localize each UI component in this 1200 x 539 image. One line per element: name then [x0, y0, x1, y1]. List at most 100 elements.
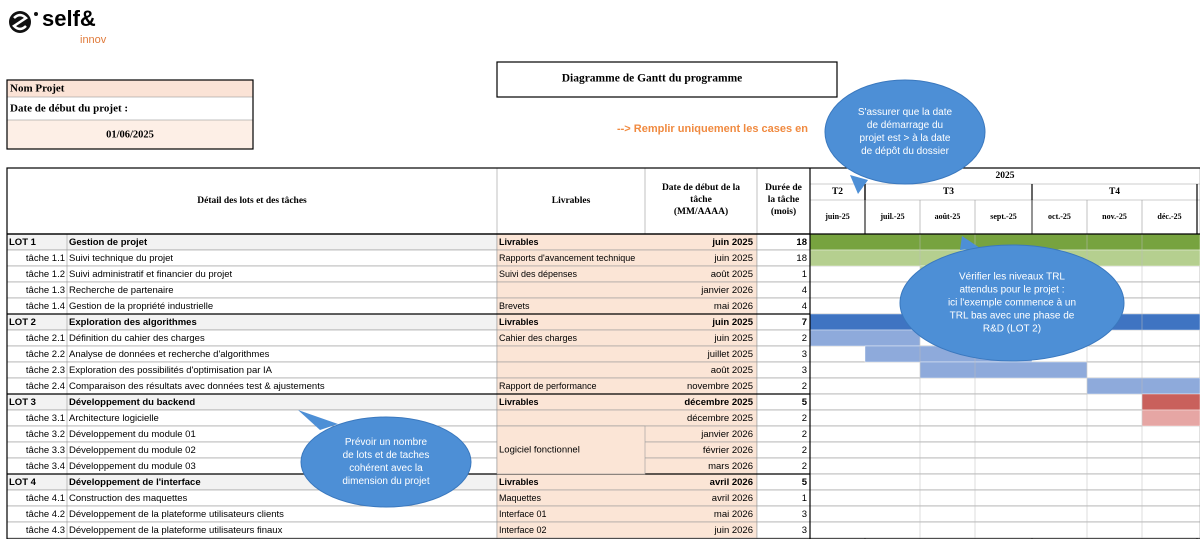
callout-text: de lots et de taches [343, 450, 430, 461]
livrable: Suivi des dépenses [499, 269, 578, 279]
month: sept.-25 [990, 212, 1016, 221]
code: tâche 2.1 [26, 333, 65, 344]
code: tâche 4.1 [26, 493, 65, 504]
task-name: Recherche de partenaire [69, 285, 174, 296]
task-name: Développement du backend [69, 397, 195, 408]
callout-text: Prévoir un nombre [345, 437, 428, 448]
header: (MM/AAAA) [674, 206, 728, 217]
code: LOT 3 [9, 397, 36, 408]
header: Durée de [765, 183, 802, 193]
callout [899, 244, 1125, 362]
duration: 2 [802, 381, 807, 392]
logo-sub: innov [80, 34, 107, 46]
code: LOT 4 [9, 477, 37, 488]
start: juin 2026 [713, 525, 753, 536]
table-border [6, 167, 1200, 539]
task-name: Développement de la plateforme utilisate… [69, 525, 283, 536]
task-name: Suivi technique du projet [69, 253, 173, 264]
duration: 3 [802, 525, 807, 536]
month: août-25 [935, 212, 961, 221]
gantt-fill [1086, 377, 1200, 395]
month: oct.-25 [1048, 212, 1071, 221]
start: août 2025 [711, 269, 753, 280]
livrable: Cahier des charges [499, 333, 578, 343]
livrable: Brevets [499, 301, 530, 311]
livrable: Livrables [499, 397, 539, 407]
task-name: Gestion de la propriété industrielle [69, 301, 213, 312]
duration: 2 [802, 413, 807, 424]
logo-dot [34, 12, 38, 16]
livrable: Maquettes [499, 493, 542, 503]
task-name: Comparaison des résultats avec données t… [69, 381, 325, 392]
border [6, 79, 254, 150]
callout-tail [298, 410, 338, 430]
livrable: Interface 01 [499, 509, 547, 519]
start: mars 2026 [708, 461, 753, 472]
livrable: Rapports d'avancement technique [499, 253, 635, 263]
duration: 2 [802, 461, 807, 472]
month: déc.-25 [1157, 212, 1181, 221]
callouts: S'assurer que la date de démarrage du proj… [298, 79, 1125, 508]
callout-text: Vérifier les niveaux TRL [959, 272, 1065, 283]
duration: 7 [802, 317, 807, 328]
duration: 1 [802, 269, 807, 280]
callout-text: projet est > à la date [860, 133, 951, 144]
duration: 2 [802, 429, 807, 440]
gantt-fill [809, 329, 921, 347]
gantt-fill [1141, 409, 1200, 427]
livrable: Livrables [499, 477, 539, 487]
start: mai 2026 [714, 301, 753, 312]
gantt-fill [1141, 393, 1200, 411]
callout-text: ici l'exemple commence à un [948, 298, 1076, 309]
row-bg [809, 425, 1200, 443]
project-box: Nom Projet Date de début du projet : 01/… [6, 79, 254, 150]
row-bg [809, 393, 1200, 411]
code: tâche 1.2 [26, 269, 65, 280]
value: 01/06/2025 [106, 129, 154, 140]
quarter: T2 [832, 187, 843, 197]
code: tâche 4.3 [26, 525, 65, 536]
callout-tail [850, 175, 868, 194]
callout-text: de démarrage du [867, 120, 943, 131]
row-bg [809, 409, 1200, 427]
start: juin 2025 [713, 333, 753, 344]
header: Livrables [552, 196, 591, 206]
month: juin-25 [824, 212, 849, 221]
code: tâche 1.1 [26, 253, 65, 264]
duration: 4 [802, 285, 807, 296]
callout [824, 79, 986, 185]
code: LOT 2 [9, 317, 36, 328]
code: tâche 3.3 [26, 445, 65, 456]
start: juillet 2025 [707, 349, 753, 360]
livrable: Rapport de performance [499, 381, 597, 391]
start: août 2025 [711, 365, 753, 376]
instruction: --> Remplir uniquement les cases en [617, 123, 808, 135]
code: tâche 3.2 [26, 429, 65, 440]
cell [6, 119, 254, 150]
callout-text: de dépôt du dossier [861, 146, 950, 157]
start: décembre 2025 [687, 413, 753, 424]
task-name: Définition du cahier des charges [69, 333, 205, 344]
quarter: T4 [1109, 187, 1120, 197]
duration: 5 [802, 397, 808, 408]
callout-text: R&D (LOT 2) [983, 324, 1041, 335]
header: tâche [690, 195, 712, 205]
row-bg [809, 473, 1200, 491]
livrable: Livrables [499, 317, 539, 327]
start: janvier 2026 [700, 429, 753, 440]
code: LOT 1 [9, 237, 37, 248]
gantt-title: Diagramme de Gantt du programme [562, 73, 743, 85]
logo-name: self& [42, 6, 96, 31]
header: (mois) [771, 206, 796, 217]
title-box [496, 61, 838, 98]
start: décembre 2025 [684, 397, 753, 408]
task-name: Exploration des possibilités d'optimisat… [69, 365, 273, 376]
code: tâche 3.4 [26, 461, 65, 472]
gantt-fill [919, 361, 1088, 379]
start: avril 2026 [710, 477, 753, 488]
task-name: Développement du module 01 [69, 429, 196, 440]
start: juin 2025 [711, 317, 753, 328]
start: avril 2026 [712, 493, 753, 504]
code: tâche 3.1 [26, 413, 65, 424]
